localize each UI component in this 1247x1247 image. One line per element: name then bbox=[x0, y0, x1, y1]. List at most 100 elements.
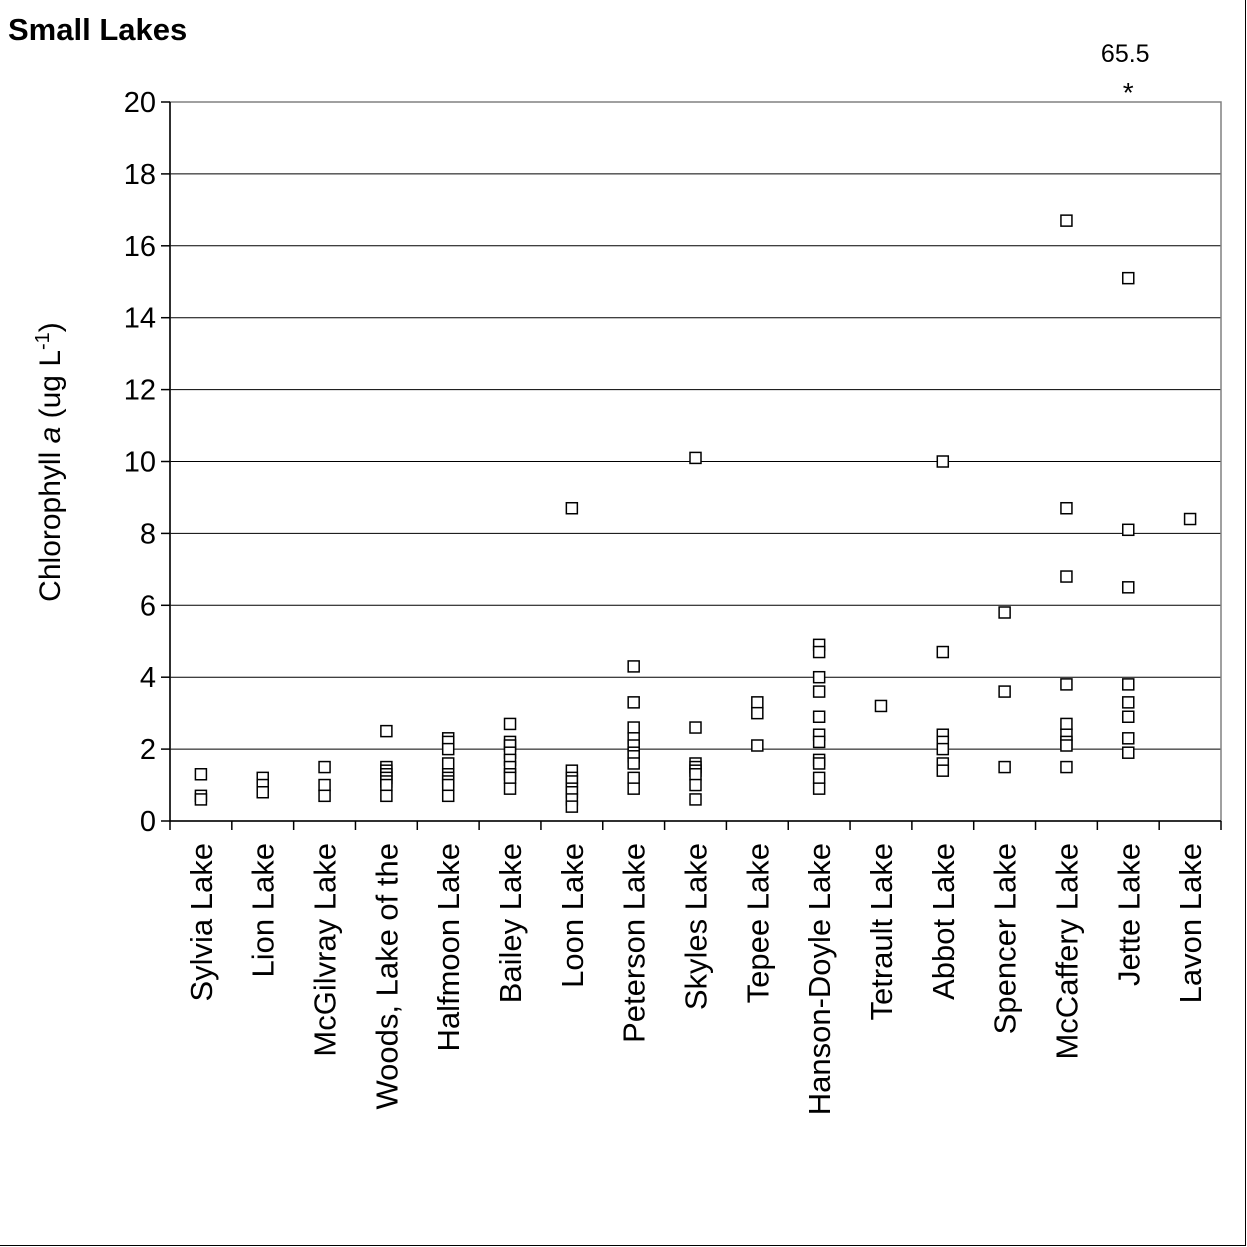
off-scale-marker: * bbox=[1123, 77, 1134, 108]
data-point bbox=[318, 760, 331, 774]
data-point bbox=[751, 706, 764, 720]
y-label-superscript: -1 bbox=[32, 332, 54, 350]
y-axis-label: Chlorophyll a (ug L-1) bbox=[32, 322, 67, 602]
y-tick-label: 14 bbox=[124, 303, 156, 335]
data-point bbox=[627, 757, 640, 770]
category-label: McGilvray Lake bbox=[308, 843, 343, 1057]
y-tick-label: 6 bbox=[140, 590, 156, 622]
data-point bbox=[627, 660, 640, 673]
data-point bbox=[380, 778, 393, 792]
data-point bbox=[627, 696, 640, 709]
data-point bbox=[689, 793, 702, 806]
data-point bbox=[627, 782, 640, 795]
data-point bbox=[812, 757, 826, 770]
data-point bbox=[812, 782, 826, 795]
data-point bbox=[1060, 760, 1073, 774]
data-point bbox=[627, 721, 640, 734]
data-point bbox=[1122, 746, 1135, 759]
data-point bbox=[1060, 678, 1073, 691]
data-point bbox=[441, 757, 455, 770]
data-point bbox=[318, 789, 331, 803]
y-tick-label: 16 bbox=[124, 231, 156, 263]
annotations: 65.5 * bbox=[1101, 40, 1150, 108]
y-tick-label: 10 bbox=[124, 447, 156, 479]
category-label: Abbot Lake bbox=[926, 843, 961, 1000]
data-point bbox=[380, 724, 393, 738]
y-label-italic: a bbox=[34, 427, 67, 444]
category-label: McCaffery Lake bbox=[1049, 843, 1084, 1060]
data-point bbox=[441, 789, 455, 803]
y-tick-label: 0 bbox=[140, 806, 156, 838]
y-label-prefix: Chlorophyll bbox=[34, 443, 67, 601]
category-label: Jette Lake bbox=[1111, 843, 1146, 986]
data-point bbox=[689, 451, 702, 465]
data-point bbox=[812, 645, 826, 659]
data-point bbox=[503, 717, 517, 731]
data-point bbox=[936, 645, 950, 659]
category-label: Tetrault Lake bbox=[864, 843, 899, 1021]
category-label: Bailey Lake bbox=[493, 843, 528, 1003]
data-point bbox=[998, 606, 1011, 619]
data-point bbox=[565, 501, 579, 515]
category-label: Lion Lake bbox=[246, 843, 281, 977]
y-axis: 0 2 4 6 8 10 12 14 16 18 20 bbox=[124, 87, 171, 838]
data-point bbox=[689, 721, 702, 734]
data-point bbox=[1060, 717, 1073, 731]
data-point bbox=[1060, 570, 1073, 583]
data-point bbox=[503, 771, 517, 785]
data-point bbox=[1060, 214, 1073, 227]
data-point bbox=[812, 670, 826, 684]
y-label-close: ) bbox=[34, 322, 67, 332]
off-scale-value-label: 65.5 bbox=[1101, 40, 1150, 68]
category-label: Lavon Lake bbox=[1173, 843, 1208, 1003]
category-label: Tepee Lake bbox=[740, 843, 775, 1003]
y-tick-label: 20 bbox=[124, 87, 156, 119]
data-point bbox=[194, 793, 208, 806]
data-point bbox=[1060, 739, 1073, 752]
data-point bbox=[936, 742, 950, 756]
data-point bbox=[689, 778, 702, 792]
data-point bbox=[874, 699, 888, 713]
category-label: Sylvia Lake bbox=[184, 843, 219, 1002]
data-point bbox=[1122, 710, 1135, 723]
data-point bbox=[1122, 696, 1135, 709]
data-point bbox=[812, 735, 826, 749]
data-point bbox=[1122, 523, 1135, 537]
data-point bbox=[441, 778, 455, 792]
category-label: Loon Lake bbox=[555, 843, 590, 988]
data-point bbox=[689, 768, 702, 781]
category-label: Skyles Lake bbox=[679, 843, 714, 1010]
data-point bbox=[812, 710, 826, 723]
data-point bbox=[998, 760, 1011, 774]
category-label: Hanson-Doyle Lake bbox=[802, 843, 837, 1115]
data-point bbox=[1122, 732, 1135, 745]
y-tick-label: 12 bbox=[124, 375, 156, 407]
data-point bbox=[751, 696, 764, 709]
data-points bbox=[194, 214, 1197, 813]
data-point bbox=[441, 742, 455, 756]
y-tick-label: 4 bbox=[140, 662, 156, 694]
category-label: Halfmoon Lake bbox=[431, 843, 466, 1052]
data-point bbox=[503, 782, 517, 795]
data-point bbox=[936, 764, 950, 777]
data-point bbox=[1183, 512, 1197, 526]
data-point bbox=[812, 771, 826, 785]
y-label-unit: (ug L bbox=[34, 350, 67, 427]
y-tick-label: 2 bbox=[140, 734, 156, 766]
data-point bbox=[812, 685, 826, 698]
category-label: Peterson Lake bbox=[617, 843, 652, 1043]
data-point bbox=[751, 739, 764, 752]
data-point bbox=[318, 778, 331, 792]
y-tick-label: 18 bbox=[124, 159, 156, 191]
data-point bbox=[565, 800, 579, 813]
y-tick-label: 8 bbox=[140, 518, 156, 550]
data-point bbox=[1122, 581, 1135, 594]
chart-title: Small Lakes bbox=[8, 12, 187, 47]
data-point bbox=[256, 785, 269, 799]
data-point bbox=[1122, 678, 1135, 691]
data-point bbox=[998, 685, 1011, 698]
data-point bbox=[1060, 501, 1073, 515]
category-label: Woods, Lake of the bbox=[369, 843, 404, 1110]
